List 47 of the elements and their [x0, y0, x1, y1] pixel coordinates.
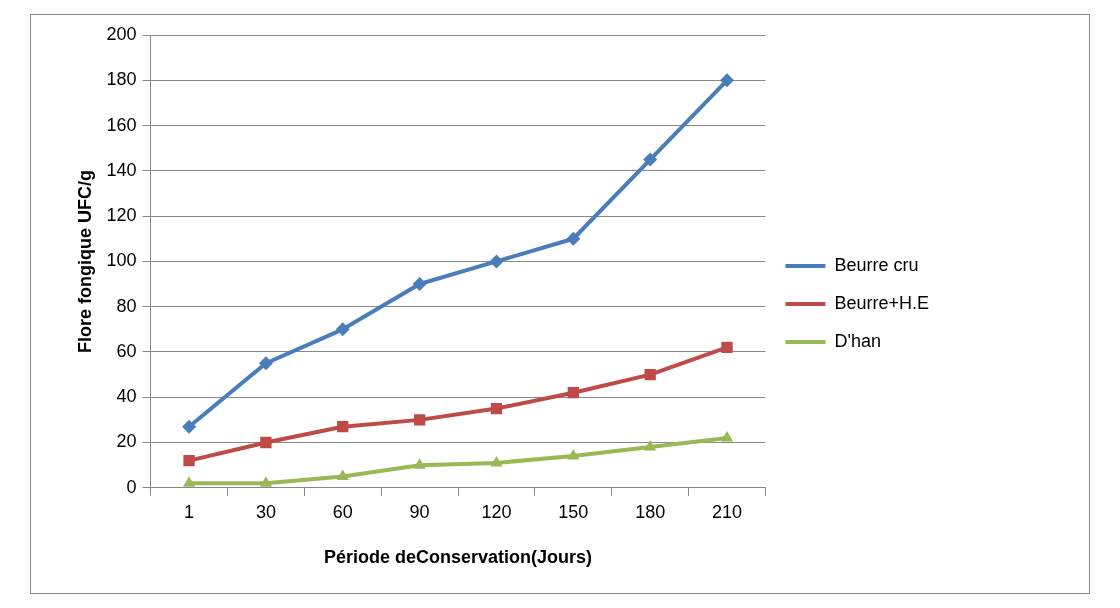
point — [490, 455, 503, 467]
point — [720, 73, 735, 88]
x-tick-label: 30 — [255, 501, 276, 522]
y-tick-label: 80 — [116, 295, 137, 316]
legend-label: D'han — [834, 330, 881, 351]
point — [258, 356, 273, 371]
legend-label: Beurre+H.E — [834, 292, 929, 313]
point — [413, 414, 426, 426]
x-tick-label: 60 — [332, 501, 353, 522]
point — [182, 419, 197, 434]
point — [183, 454, 195, 467]
y-tick-label: 120 — [106, 205, 137, 226]
x-tick-label: 180 — [635, 501, 666, 522]
point — [567, 449, 580, 460]
point — [643, 152, 658, 167]
point — [412, 277, 427, 292]
x-tick-label: 1 — [184, 501, 195, 522]
x-axis-title: Période deConservation(Jours) — [324, 547, 593, 568]
y-axis-title: Flore fongique UFC/g — [74, 169, 95, 353]
x-tick-label: 150 — [558, 501, 589, 522]
point — [413, 458, 426, 469]
point — [335, 322, 350, 337]
point — [260, 436, 272, 449]
point — [567, 387, 579, 399]
point — [721, 341, 733, 354]
y-tick-label: 140 — [106, 159, 137, 180]
y-tick-label: 160 — [106, 114, 137, 135]
x-tick-label: 120 — [481, 501, 512, 522]
x-tick-label: 90 — [409, 501, 430, 522]
point — [337, 421, 349, 433]
y-tick-label: 0 — [126, 476, 137, 497]
point — [644, 368, 656, 381]
y-tick-label: 60 — [116, 340, 137, 361]
point — [183, 476, 196, 487]
point — [489, 254, 504, 269]
y-tick-label: 180 — [106, 69, 137, 90]
point — [644, 440, 657, 451]
legend-label: Beurre cru — [834, 254, 919, 275]
point — [336, 469, 349, 480]
y-tick-label: 40 — [116, 386, 137, 407]
point — [259, 476, 272, 487]
y-tick-label: 20 — [116, 431, 137, 452]
y-tick-label: 200 — [106, 23, 137, 44]
x-tick-label: 210 — [712, 501, 743, 522]
point — [490, 402, 503, 415]
point — [566, 231, 581, 246]
y-tick-label: 100 — [106, 250, 137, 271]
